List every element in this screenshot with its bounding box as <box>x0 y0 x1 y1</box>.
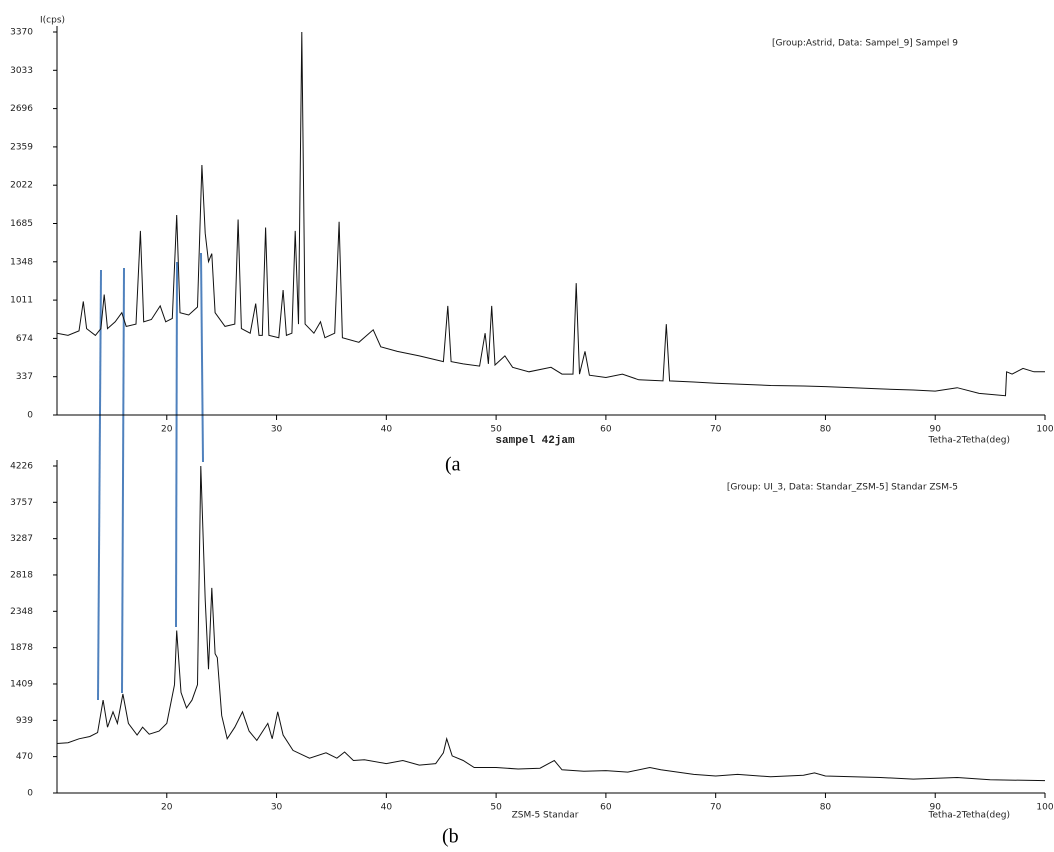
guide-line <box>176 262 177 627</box>
y-tick-label: 3033 <box>10 66 33 76</box>
y-tick-label: 1011 <box>10 296 33 306</box>
y-tick-label: 0 <box>27 411 33 421</box>
x-tick-label: 80 <box>820 803 832 813</box>
y-tick-label: 2359 <box>10 142 33 152</box>
x-axis-label: Tetha-2Tetha(deg) <box>928 811 1010 821</box>
y-tick-label: 1878 <box>10 643 33 653</box>
panel-label: (a <box>445 454 461 476</box>
panel-label: (b <box>442 826 459 848</box>
y-tick-label: 674 <box>16 334 33 344</box>
y-tick-label: 2348 <box>10 607 33 617</box>
annotation: [Group: UI_3, Data: Standar_ZSM-5] Stand… <box>727 483 958 493</box>
diffraction-line <box>57 466 1045 781</box>
x-tick-label: 50 <box>490 803 502 813</box>
x-tick-label: 20 <box>161 425 173 435</box>
y-tick-label: 3370 <box>10 28 33 38</box>
annotation: [Group:Astrid, Data: Sampel_9] Sampel 9 <box>772 39 958 49</box>
y-tick-label: 2022 <box>10 181 33 191</box>
y-tick-label: 1685 <box>10 219 33 229</box>
guide-line <box>201 253 203 462</box>
y-tick-label: 1409 <box>10 679 33 689</box>
y-tick-label: 337 <box>16 372 33 382</box>
x-tick-label: 70 <box>710 425 722 435</box>
x-tick-label: 60 <box>600 425 612 435</box>
xrd-figure: 0 337 674 1011 1348 1685 2022 2359 2696 3033 3370 2… <box>0 0 1054 852</box>
y-tick-label: 2818 <box>10 570 33 580</box>
x-tick-label: 20 <box>161 803 173 813</box>
caption: ZSM-5 Standar <box>512 811 579 821</box>
x-tick-label: 60 <box>600 803 612 813</box>
x-tick-label: 90 <box>929 425 941 435</box>
y-tick-label: 4226 <box>10 462 33 472</box>
y-tick-label: 3287 <box>10 534 33 544</box>
x-tick-label: 40 <box>381 803 393 813</box>
x-tick-label: 100 <box>1036 803 1053 813</box>
x-tick-label: 40 <box>381 425 393 435</box>
y-tick-label: 1348 <box>10 257 33 267</box>
x-tick-label: 30 <box>271 803 283 813</box>
guide-line <box>98 270 101 700</box>
x-tick-label: 70 <box>710 803 722 813</box>
x-tick-label: 80 <box>820 425 832 435</box>
y-tick-label: 2696 <box>10 104 33 114</box>
y-tick-label: 470 <box>16 752 33 762</box>
diffraction-line <box>57 32 1045 396</box>
x-axis-label: Tetha-2Tetha(deg) <box>928 436 1010 446</box>
x-tick-label: 30 <box>271 425 283 435</box>
x-tick-label: 100 <box>1036 425 1053 435</box>
y-tick-label: 939 <box>16 716 33 726</box>
guide-line <box>122 268 124 693</box>
y-tick-label: 0 <box>27 789 33 799</box>
x-tick-label: 50 <box>490 425 502 435</box>
y-axis-label: I(cps) <box>40 16 65 26</box>
y-tick-label: 3757 <box>10 498 33 508</box>
caption: sampel 42jam <box>495 435 575 447</box>
